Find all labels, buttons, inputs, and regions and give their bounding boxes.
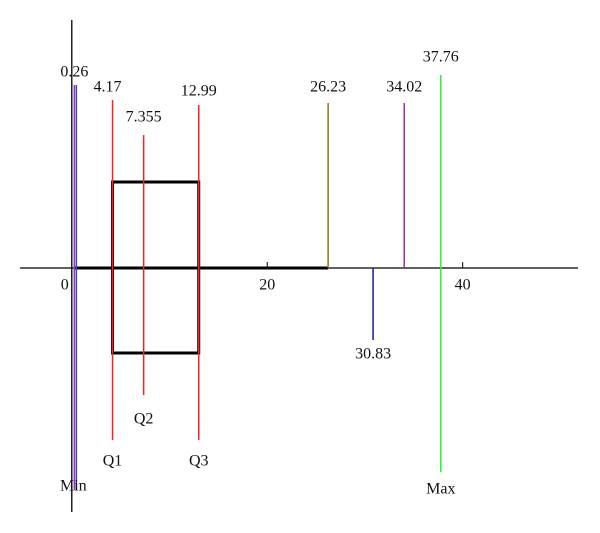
- value-label: 7.355: [126, 109, 162, 126]
- value-label: 4.17: [94, 79, 122, 96]
- value-label: 0.26: [60, 64, 88, 81]
- marker-name: Q3: [189, 453, 209, 470]
- x-tick-label: 40: [455, 277, 471, 294]
- marker-name: Q1: [103, 453, 123, 470]
- value-label: 34.02: [386, 79, 422, 96]
- x-tick-label: 20: [259, 277, 275, 294]
- x-tick-label: 0: [61, 277, 69, 294]
- value-label: 12.99: [181, 83, 217, 100]
- value-label: 26.23: [310, 79, 346, 96]
- value-label: 30.83: [355, 346, 391, 363]
- value-label: 37.76: [423, 49, 459, 66]
- marker-name: Min: [60, 478, 87, 495]
- marker-name: Max: [426, 481, 455, 498]
- marker-name: Q2: [134, 411, 154, 428]
